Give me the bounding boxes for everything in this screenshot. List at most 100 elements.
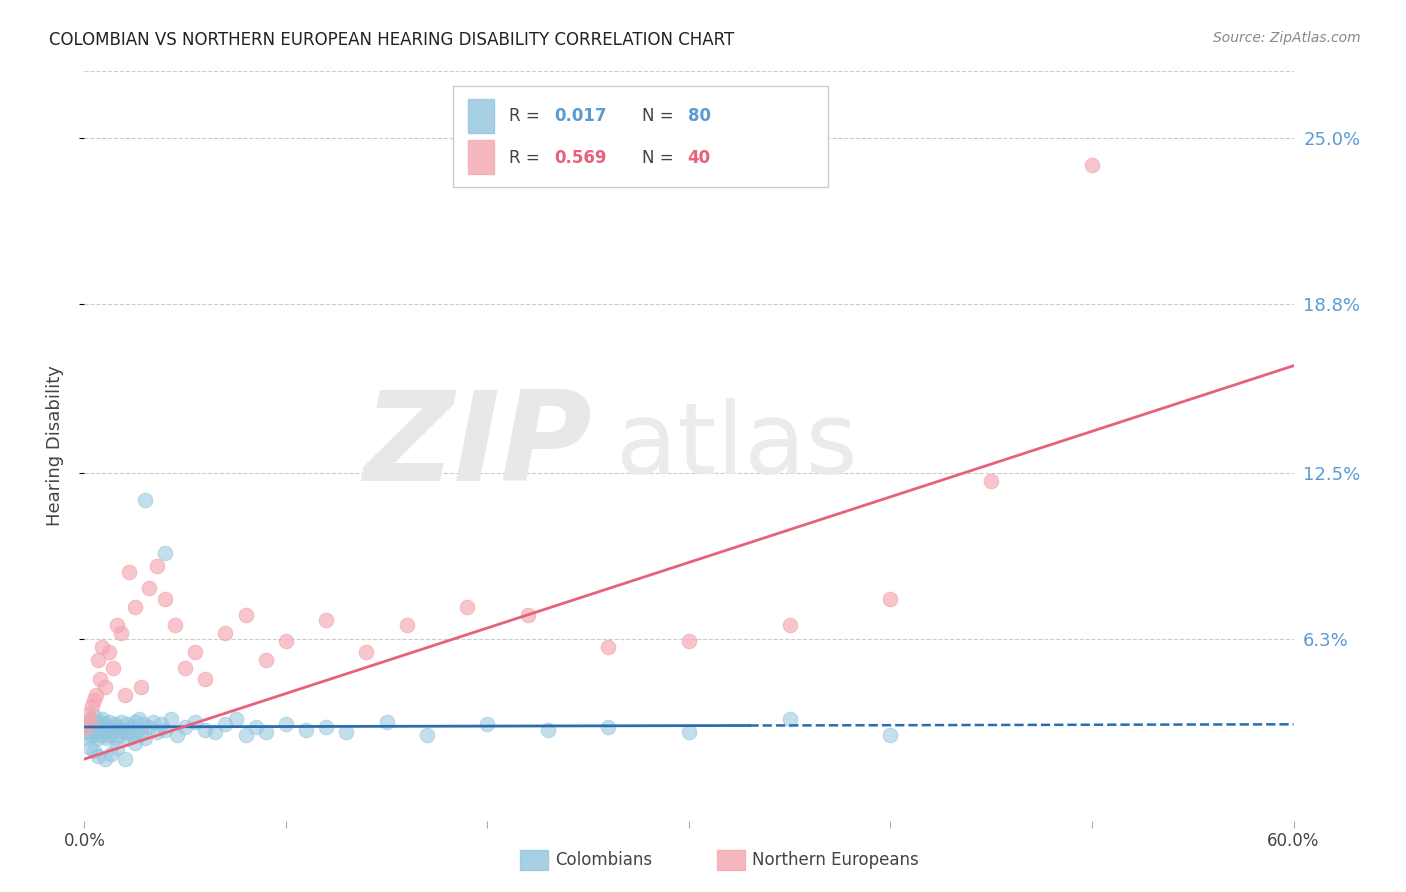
Point [214, 626, 236, 640]
Point [111, 723, 134, 737]
Point [235, 728, 257, 742]
Point [356, 645, 378, 659]
Point [83, 723, 105, 737]
Point [165, 618, 187, 632]
Text: 0.569: 0.569 [555, 149, 607, 167]
Point [89, 714, 111, 729]
Point [274, 634, 297, 648]
Y-axis label: Hearing Disability: Hearing Disability [45, 366, 63, 526]
Point [110, 626, 132, 640]
Point [129, 725, 152, 739]
Point [124, 599, 146, 614]
Point [134, 492, 156, 507]
Point [93, 680, 115, 694]
Point [204, 725, 226, 739]
Point [121, 728, 143, 742]
Point [245, 720, 267, 734]
Point [86, 725, 108, 739]
Point [82, 714, 104, 729]
Point [75, 720, 97, 734]
Point [124, 714, 146, 729]
Point [146, 559, 169, 574]
Point [375, 714, 398, 729]
Point [101, 661, 124, 675]
Point [456, 599, 478, 614]
Point [254, 725, 277, 739]
Point [184, 714, 207, 729]
Point [879, 728, 901, 742]
Point [96, 731, 118, 745]
Point [89, 672, 111, 686]
Text: 80: 80 [688, 106, 710, 125]
Point [105, 618, 128, 632]
Point [86, 688, 108, 702]
Text: R =: R = [509, 106, 544, 125]
Point [91, 723, 114, 737]
Point [114, 688, 136, 702]
Point [114, 725, 136, 739]
Point [477, 717, 499, 731]
Point [75, 725, 97, 739]
Point [138, 720, 160, 734]
Point [1081, 158, 1104, 172]
Point [89, 728, 111, 742]
Point [118, 565, 141, 579]
Point [77, 717, 100, 731]
Text: Source: ZipAtlas.com: Source: ZipAtlas.com [1213, 31, 1361, 45]
Point [107, 728, 129, 742]
Point [225, 712, 247, 726]
Text: N =: N = [641, 149, 679, 167]
Point [537, 723, 560, 737]
Text: 0.017: 0.017 [555, 106, 607, 125]
Point [335, 725, 357, 739]
Point [83, 693, 105, 707]
Point [120, 720, 142, 734]
Point [97, 714, 120, 729]
Text: 40: 40 [688, 149, 711, 167]
Point [93, 717, 115, 731]
Point [153, 546, 176, 560]
Point [138, 581, 160, 595]
Point [125, 723, 148, 737]
Point [82, 728, 104, 742]
Point [93, 725, 115, 739]
Point [214, 717, 236, 731]
Point [87, 731, 110, 745]
Point [124, 736, 146, 750]
Text: N =: N = [641, 106, 679, 125]
Point [79, 714, 101, 729]
Point [86, 717, 108, 731]
Point [96, 720, 118, 734]
Point [104, 731, 127, 745]
Point [93, 752, 115, 766]
Point [678, 725, 700, 739]
Point [134, 731, 156, 745]
Point [87, 749, 110, 764]
Point [879, 591, 901, 606]
Point [83, 744, 105, 758]
Point [194, 723, 217, 737]
Point [77, 731, 100, 745]
Point [97, 645, 120, 659]
Point [114, 752, 136, 766]
Point [100, 723, 122, 737]
Point [149, 717, 172, 731]
Text: COLOMBIAN VS NORTHERN EUROPEAN HEARING DISABILITY CORRELATION CHART: COLOMBIAN VS NORTHERN EUROPEAN HEARING D… [49, 31, 734, 49]
Point [416, 728, 439, 742]
Point [83, 709, 105, 723]
Text: atlas: atlas [616, 398, 858, 494]
Point [128, 712, 150, 726]
Point [129, 680, 152, 694]
Point [160, 712, 183, 726]
Point [105, 720, 128, 734]
Point [395, 618, 418, 632]
Point [315, 613, 337, 627]
Point [295, 723, 318, 737]
Point [516, 607, 538, 622]
Point [174, 661, 197, 675]
Point [235, 607, 257, 622]
Point [100, 747, 122, 761]
Point [79, 741, 101, 756]
Point [779, 712, 801, 726]
Point [146, 725, 169, 739]
